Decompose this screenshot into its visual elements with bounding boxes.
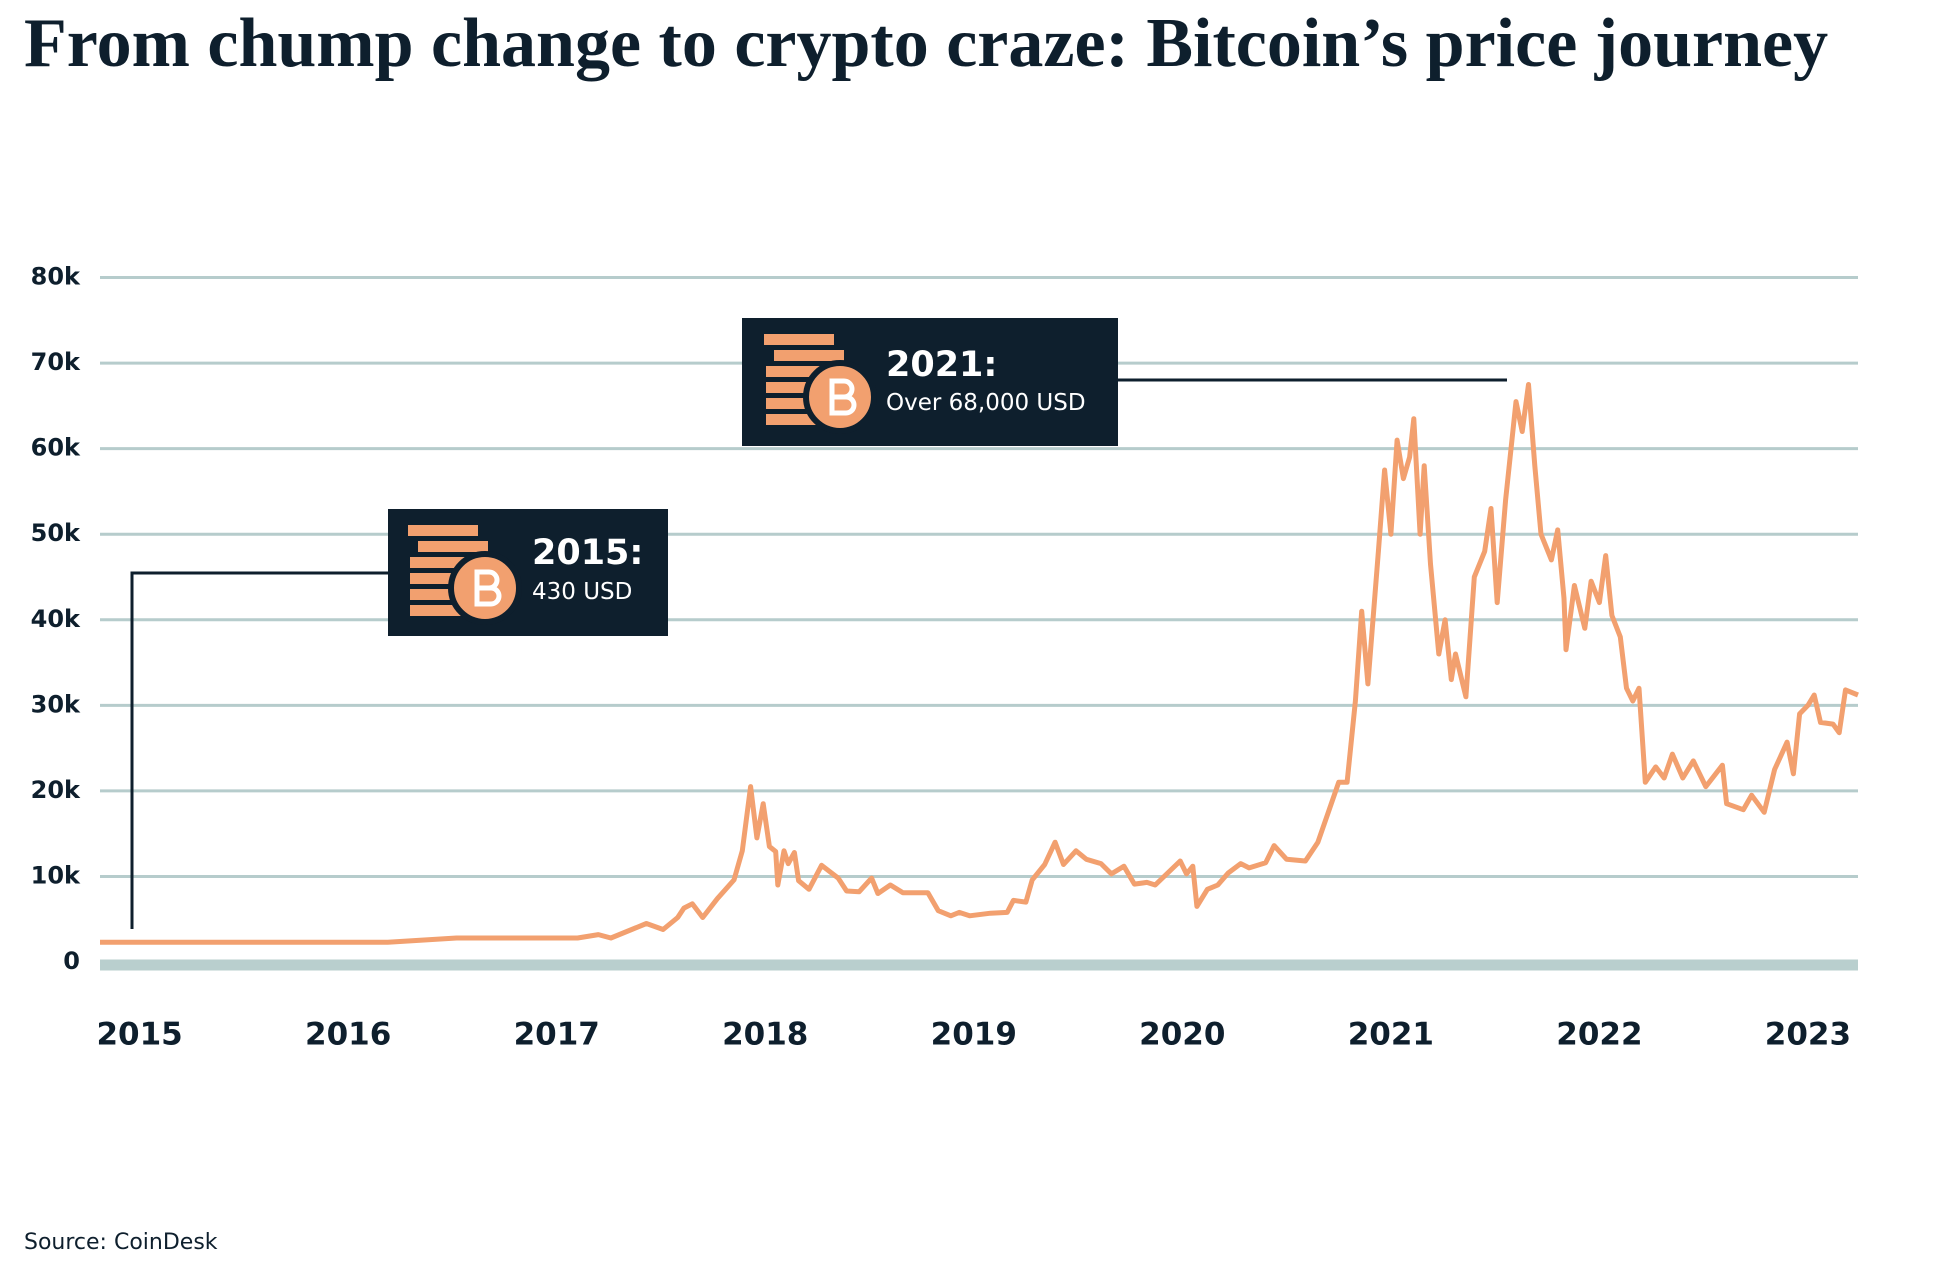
x-tick-label: 2022 (1556, 1017, 1642, 1053)
coin-icon (764, 334, 877, 434)
y-tick-label: 80k (31, 263, 81, 291)
x-tick-label: 2020 (1139, 1017, 1225, 1053)
annotation-text: Over 68,000 USD (886, 390, 1086, 416)
connector (130, 571, 388, 929)
annotation-heading: 2021: (886, 345, 997, 385)
coin-icon (408, 525, 522, 625)
x-tick-label: 2021 (1348, 1017, 1434, 1053)
y-tick-label: 70k (31, 348, 81, 376)
y-tick-label: 60k (31, 434, 81, 462)
x-tick-label: 2019 (931, 1017, 1017, 1053)
price-line (100, 382, 1859, 945)
annotation-heading: 2015: (532, 533, 643, 573)
x-tick-label: 2018 (722, 1017, 808, 1053)
y-tick-label: 50k (31, 519, 81, 547)
annotation-box: 2021: Over 68,000 USD (742, 318, 1118, 446)
x-tick-label: 2023 (1765, 1017, 1851, 1053)
x-tick-label: 2015 (96, 1017, 182, 1053)
source-note: Source: CoinDesk (24, 1230, 218, 1255)
annotation-box: 2015: 430 USD (388, 509, 668, 636)
x-tick-label: 2016 (305, 1017, 391, 1053)
x-tick-label: 2017 (514, 1017, 600, 1053)
y-tick-label: 40k (31, 605, 81, 633)
plot-layer (100, 382, 1859, 945)
y-tick-label: 0 (63, 947, 80, 975)
y-tick-label: 20k (31, 776, 81, 804)
chart-title: From chump change to crypto craze: Bitco… (24, 5, 1829, 82)
y-tick-label: 10k (31, 861, 81, 889)
annotation-text: 430 USD (532, 579, 632, 605)
y-tick-label: 30k (31, 690, 81, 718)
